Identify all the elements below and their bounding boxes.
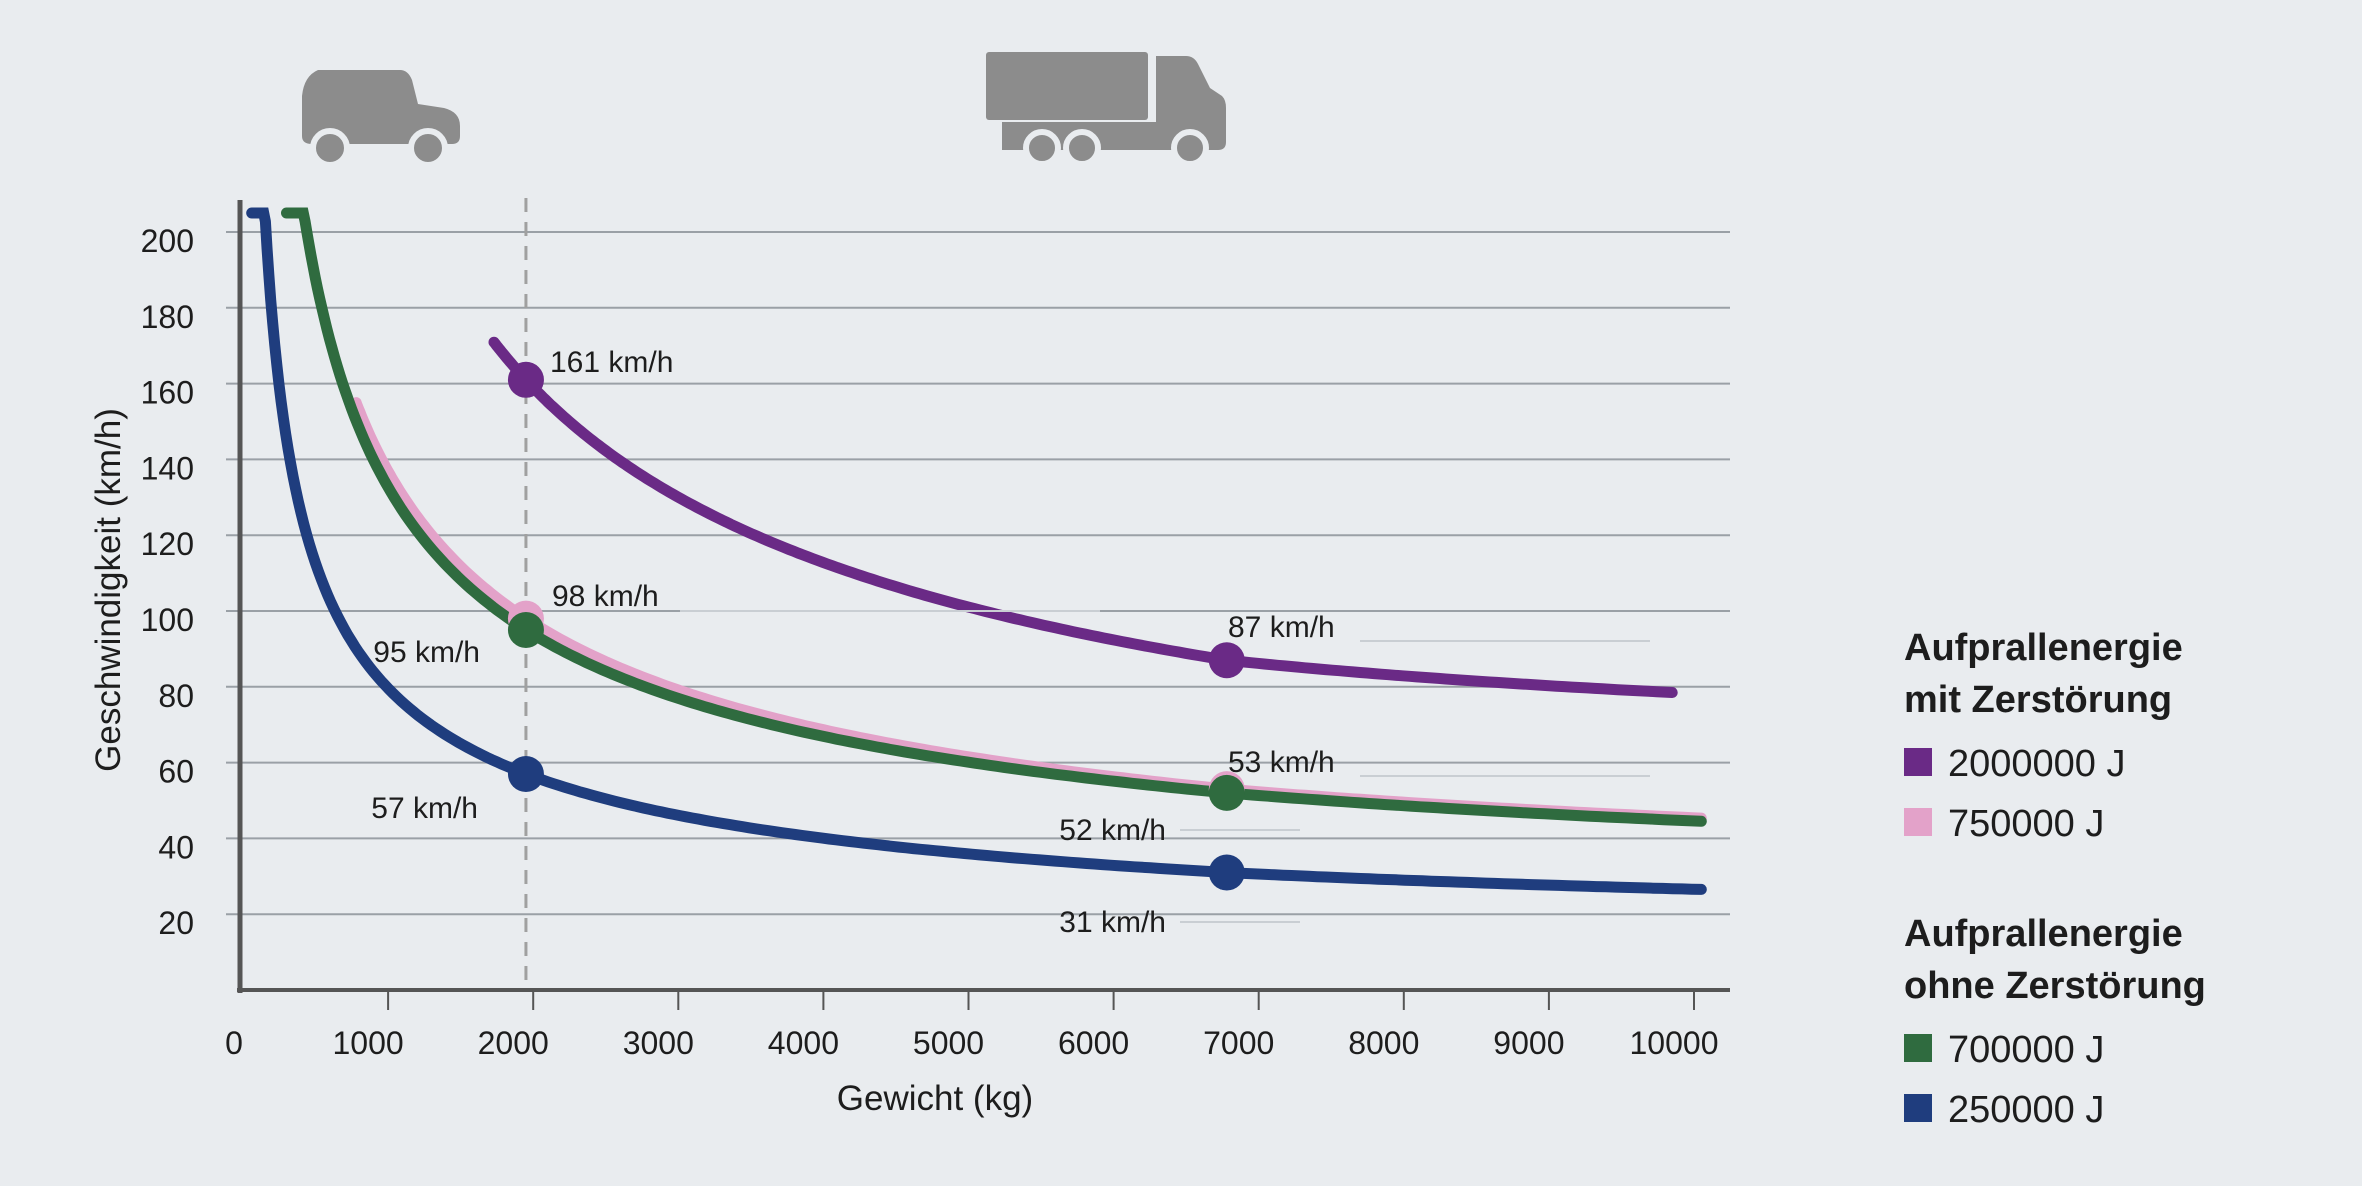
car-icon — [302, 70, 460, 168]
y-tick-label: 100 — [141, 602, 194, 638]
marker-layer — [507, 361, 1245, 891]
data-label: 57 km/h — [371, 792, 478, 825]
x-tick-label: 0 — [225, 1025, 243, 1061]
label-layer: 161 km/h 87 km/h 98 km/h 53 km/h 95 km/h 52 k… — [371, 346, 1650, 939]
legend-title: Aufprallenergie — [1904, 627, 2183, 669]
x-tick-label: 10000 — [1630, 1025, 1719, 1061]
series-line — [281, 207, 1707, 827]
series-line — [488, 336, 1678, 698]
legend-group: Aufprallenergie ohne Zerstörung 700000 J 25… — [1904, 913, 2206, 1131]
y-tick-label: 60 — [158, 754, 194, 790]
x-tick-label: 8000 — [1348, 1025, 1419, 1061]
legend-label: 750000 J — [1948, 803, 2104, 845]
legend-label: 700000 J — [1948, 1029, 2104, 1071]
data-label: 52 km/h — [1059, 814, 1166, 847]
data-point — [1208, 642, 1245, 679]
x-tick-label: 1000 — [333, 1025, 404, 1061]
data-point — [1208, 774, 1245, 811]
curve-layer — [246, 207, 1707, 895]
legend-title: ohne Zerstörung — [1904, 965, 2206, 1007]
y-tick-label: 80 — [158, 678, 194, 714]
y-axis-title: Geschwindigkeit (km/h) — [89, 408, 128, 772]
legend-label: 250000 J — [1948, 1089, 2104, 1131]
x-axis-title: Gewicht (kg) — [837, 1079, 1033, 1118]
legend-label: 2000000 J — [1948, 743, 2126, 785]
y-tick-label: 120 — [141, 526, 194, 562]
legend-title: mit Zerstörung — [1904, 679, 2172, 721]
legend-swatch — [1904, 1034, 1932, 1062]
x-tick-label: 4000 — [768, 1025, 839, 1061]
x-tick-label: 2000 — [478, 1025, 549, 1061]
truck-icon — [986, 52, 1226, 167]
legend-title: Aufprallenergie — [1904, 913, 2183, 955]
data-label: 161 km/h — [550, 346, 673, 379]
data-label: 53 km/h — [1228, 746, 1335, 779]
legend: Aufprallenergie mit Zerstörung 2000000 J 75… — [1904, 627, 2206, 1131]
data-point — [507, 755, 544, 792]
data-label: 95 km/h — [373, 636, 480, 669]
data-point — [1208, 854, 1245, 891]
x-tick-label: 9000 — [1493, 1025, 1564, 1061]
y-tick-label: 160 — [141, 375, 194, 411]
legend-group: Aufprallenergie mit Zerstörung 2000000 J 75… — [1904, 627, 2183, 845]
data-point — [507, 611, 544, 648]
data-label: 87 km/h — [1228, 611, 1335, 644]
grid-layer — [226, 198, 1730, 990]
y-tick-label: 180 — [141, 299, 194, 335]
x-tick-label: 3000 — [623, 1025, 694, 1061]
x-tick-label: 6000 — [1058, 1025, 1129, 1061]
data-label: 31 km/h — [1059, 906, 1166, 939]
data-point — [507, 361, 544, 398]
y-tick-label: 140 — [141, 450, 194, 486]
y-tick-label: 200 — [141, 223, 194, 259]
x-tick-label: 5000 — [913, 1025, 984, 1061]
legend-swatch — [1904, 748, 1932, 776]
y-tick-label: 20 — [158, 905, 194, 941]
y-tick-label: 40 — [158, 829, 194, 865]
series-line — [246, 207, 1707, 895]
data-label: 98 km/h — [552, 580, 659, 613]
legend-swatch — [1904, 808, 1932, 836]
x-tick-label: 7000 — [1203, 1025, 1274, 1061]
legend-swatch — [1904, 1094, 1932, 1122]
